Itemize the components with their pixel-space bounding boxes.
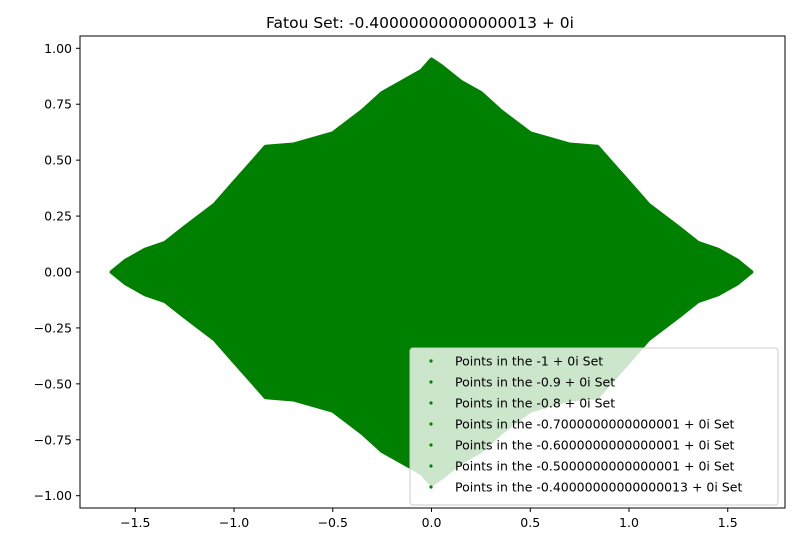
legend: Points in the -1 + 0i Set Points in the -…: [409, 347, 779, 506]
x-tick-label: 0.5: [520, 515, 540, 530]
legend-marker: [429, 485, 433, 489]
legend-marker: [429, 401, 433, 405]
y-tick-label: 0.25: [44, 209, 72, 224]
legend-label: Points in the -0.5000000000000001 + 0i S…: [455, 459, 735, 474]
legend-marker: [429, 443, 433, 447]
legend-label: Points in the -0.7000000000000001 + 0i S…: [455, 417, 735, 432]
x-tick-label: −1.5: [120, 515, 150, 530]
x-tick-label: −1.0: [219, 515, 249, 530]
y-tick-label: −1.00: [34, 488, 72, 503]
y-tick-label: −0.50: [34, 376, 72, 391]
y-tick-label: −0.75: [34, 432, 72, 447]
x-tick-label: 0.0: [422, 515, 442, 530]
legend-box: [409, 347, 779, 506]
chart-title: Fatou Set: -0.40000000000000013 + 0i: [266, 14, 574, 32]
y-tick-label: 0.00: [44, 265, 72, 280]
legend-label: Points in the -0.8 + 0i Set: [455, 396, 615, 411]
y-tick-label: 0.50: [44, 153, 72, 168]
legend-label: Points in the -0.9 + 0i Set: [455, 375, 615, 390]
y-tick-label: 0.75: [44, 97, 72, 112]
y-tick-label: −0.25: [34, 320, 72, 335]
y-tick-label: 1.00: [44, 41, 72, 56]
x-tick-label: 1.0: [619, 515, 639, 530]
x-tick-label: −0.5: [318, 515, 348, 530]
x-axis: −1.5 −1.0 −0.5 0.0 0.5 1.0 1.5: [120, 508, 738, 530]
legend-label: Points in the -0.40000000000000013 + 0i …: [455, 480, 742, 495]
legend-label: Points in the -0.6000000000000001 + 0i S…: [455, 438, 735, 453]
x-tick-label: 1.5: [718, 515, 738, 530]
legend-marker: [429, 359, 433, 363]
legend-marker: [429, 422, 433, 426]
y-axis: 1.00 0.75 0.50 0.25 0.00 −0.25 −0.50 −0.75 −1.00: [34, 41, 80, 503]
legend-label: Points in the -1 + 0i Set: [455, 354, 603, 369]
legend-marker: [429, 464, 433, 468]
legend-marker: [429, 380, 433, 384]
